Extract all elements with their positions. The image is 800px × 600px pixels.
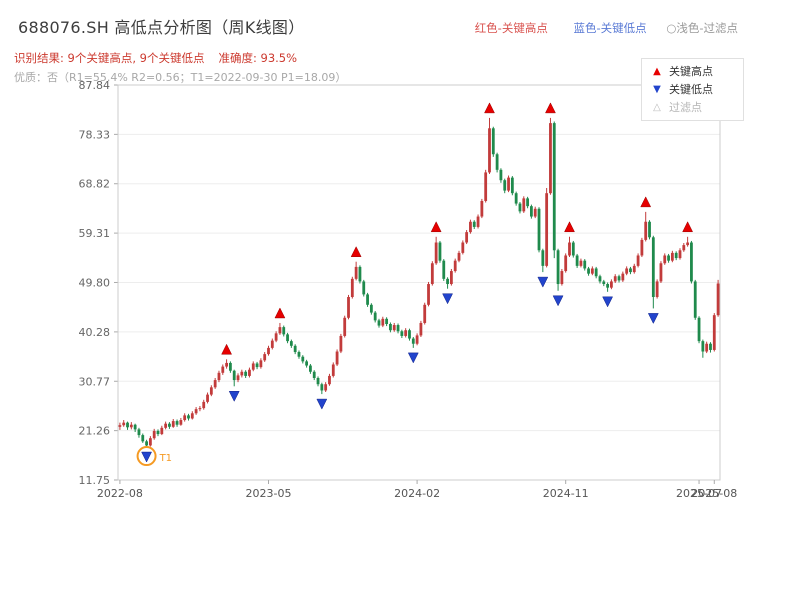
- legend-box: ▲ 关键高点 ▼ 关键低点 △ 过滤点: [641, 58, 744, 121]
- page-title: 688076.SH 高低点分析图（周K线图）: [18, 18, 305, 37]
- legend-item-key-high: ▲ 关键高点: [651, 65, 735, 78]
- svg-text:2023-05: 2023-05: [246, 487, 292, 500]
- result-text: 识别结果: 9个关键高点, 9个关键低点: [14, 51, 205, 65]
- legend-item-label: 过滤点: [669, 101, 702, 114]
- top-legend: 红色-关键高点 蓝色-关键低点 ○浅色-过滤点: [475, 20, 738, 36]
- legend-filter-label: ○浅色-过滤点: [666, 21, 738, 35]
- accuracy-text: 准确度: 93.5%: [218, 51, 298, 65]
- svg-text:49.80: 49.80: [79, 276, 111, 289]
- recognition-result: 识别结果: 9个关键高点, 9个关键低点 准确度: 93.5%: [14, 50, 297, 66]
- svg-text:68.82: 68.82: [79, 178, 111, 191]
- triangle-hollow-icon: △: [653, 102, 661, 113]
- svg-text:T1: T1: [159, 453, 172, 464]
- svg-text:2025-08: 2025-08: [691, 487, 737, 500]
- svg-text:2025-07: 2025-07: [676, 487, 722, 500]
- svg-text:2022-08: 2022-08: [97, 487, 143, 500]
- legend-high-label: 红色-关键高点: [474, 21, 548, 35]
- triangle-up-red-icon: ▲: [653, 66, 661, 77]
- svg-text:2024-02: 2024-02: [394, 487, 440, 500]
- svg-text:78.33: 78.33: [79, 128, 111, 141]
- svg-text:30.77: 30.77: [79, 375, 111, 388]
- svg-text:59.31: 59.31: [79, 227, 111, 240]
- svg-text:11.75: 11.75: [79, 474, 111, 487]
- triangle-down-blue-icon: ▼: [653, 84, 661, 95]
- legend-low-label: 蓝色-关键低点: [573, 21, 647, 35]
- svg-text:87.84: 87.84: [79, 79, 111, 92]
- quality-line: 优质：否（R1=55.4% R2=0.56；T1=2022-09-30 P1=1…: [14, 71, 347, 84]
- legend-item-label: 关键低点: [669, 83, 713, 96]
- svg-text:21.26: 21.26: [79, 425, 111, 438]
- legend-item-label: 关键高点: [669, 65, 713, 78]
- legend-item-key-low: ▼ 关键低点: [651, 83, 735, 96]
- svg-text:40.28: 40.28: [79, 326, 111, 339]
- svg-text:2024-11: 2024-11: [543, 487, 589, 500]
- legend-item-filter: △ 过滤点: [651, 101, 735, 114]
